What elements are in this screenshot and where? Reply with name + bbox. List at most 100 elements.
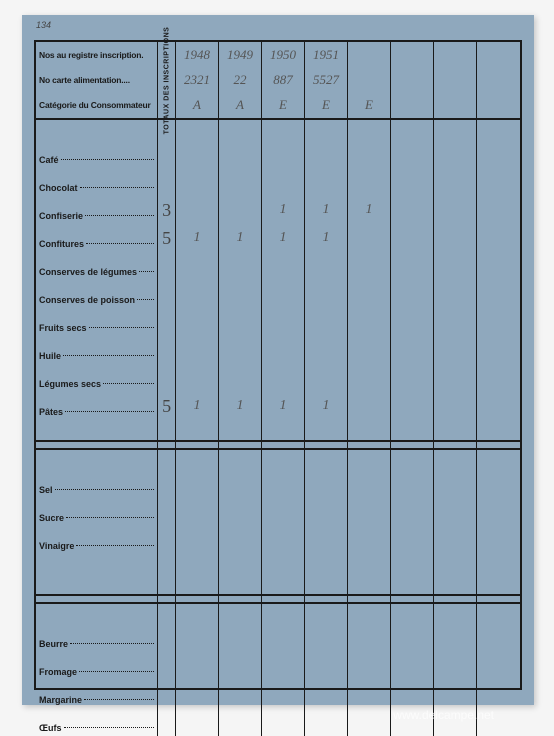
header-cell xyxy=(391,42,434,67)
data-cell xyxy=(262,364,305,392)
data-cell xyxy=(348,168,391,196)
data-cell xyxy=(391,168,434,196)
data-cell xyxy=(305,604,348,624)
data-cell xyxy=(262,652,305,680)
data-cell xyxy=(262,252,305,280)
data-cell xyxy=(348,252,391,280)
data-cell xyxy=(176,498,219,526)
total-cell xyxy=(158,252,176,280)
header-cell: 5527 xyxy=(305,67,348,92)
data-cell xyxy=(305,470,348,498)
total-cell xyxy=(158,308,176,336)
data-cell xyxy=(262,708,305,736)
data-cell xyxy=(262,624,305,652)
data-cell xyxy=(305,120,348,140)
data-cell xyxy=(391,652,434,680)
data-cell xyxy=(176,596,219,602)
data-cell xyxy=(477,252,520,280)
data-cell: 1 xyxy=(219,392,262,420)
product-row: Chocolat xyxy=(36,168,520,196)
data-cell xyxy=(176,252,219,280)
data-cell xyxy=(477,652,520,680)
header-cell: A xyxy=(176,93,219,118)
data-cell xyxy=(391,252,434,280)
data-cell xyxy=(434,224,477,252)
data-cell xyxy=(219,450,262,470)
data-cell xyxy=(262,120,305,140)
data-cell xyxy=(262,308,305,336)
header-block: Nos au registre inscription. No carte al… xyxy=(36,42,520,120)
total-cell xyxy=(158,624,176,652)
data-cell xyxy=(305,526,348,554)
data-cell xyxy=(477,498,520,526)
row-label: Œufs xyxy=(36,708,158,736)
header-cell: A xyxy=(219,93,262,118)
product-row: Margarine xyxy=(36,680,520,708)
data-cell xyxy=(434,442,477,448)
product-row: Conserves de légumes xyxy=(36,252,520,280)
data-cell xyxy=(434,336,477,364)
data-cell xyxy=(219,554,262,594)
data-cell xyxy=(176,604,219,624)
data-cell xyxy=(262,280,305,308)
header-cell: 887 xyxy=(262,67,305,92)
product-row: Sel xyxy=(36,470,520,498)
label-carte: No carte alimentation.... xyxy=(36,67,157,92)
data-cell xyxy=(434,364,477,392)
data-cell: 1 xyxy=(348,196,391,224)
data-cell xyxy=(305,280,348,308)
row-label: Café xyxy=(36,140,158,168)
product-row: Confiserie3111 xyxy=(36,196,520,224)
data-cell xyxy=(348,604,391,624)
data-cell xyxy=(262,140,305,168)
ration-card: 134 Nos au registre inscription. No cart… xyxy=(22,15,534,705)
product-row: Légumes secs xyxy=(36,364,520,392)
data-cell xyxy=(434,680,477,708)
data-cell xyxy=(219,526,262,554)
page-number: 134 xyxy=(36,20,51,30)
data-cell xyxy=(434,604,477,624)
data-cell xyxy=(348,652,391,680)
row-label: Sel xyxy=(36,470,158,498)
total-cell xyxy=(158,280,176,308)
totaux-column: TOTAUX DES INSCRIPTIONS xyxy=(158,42,176,118)
data-cell xyxy=(305,498,348,526)
header-cell xyxy=(477,67,520,92)
data-cell: 1 xyxy=(176,392,219,420)
data-cell: 1 xyxy=(305,224,348,252)
data-cell xyxy=(477,280,520,308)
data-cell xyxy=(391,442,434,448)
product-row: Sucre xyxy=(36,498,520,526)
data-cell xyxy=(176,336,219,364)
data-cell xyxy=(477,450,520,470)
data-cell xyxy=(391,140,434,168)
row-label: Fruits secs xyxy=(36,308,158,336)
data-cell xyxy=(219,442,262,448)
data-cells xyxy=(176,364,520,392)
row-label: Confiserie xyxy=(36,196,158,224)
data-cell xyxy=(391,526,434,554)
data-cell xyxy=(176,624,219,652)
label-categorie: Catégorie du Consommateur xyxy=(36,93,157,118)
data-cell xyxy=(305,442,348,448)
header-cell: 1949 xyxy=(219,42,262,67)
data-cell xyxy=(305,364,348,392)
data-cell: 1 xyxy=(176,224,219,252)
data-cell xyxy=(434,498,477,526)
data-cell xyxy=(176,450,219,470)
data-cell xyxy=(176,442,219,448)
divider-1 xyxy=(36,440,520,450)
product-row: Conserves de poisson xyxy=(36,280,520,308)
data-cells xyxy=(176,336,520,364)
row-label: Conserves de légumes xyxy=(36,252,158,280)
data-cell xyxy=(434,420,477,440)
total-cell xyxy=(158,470,176,498)
data-cell xyxy=(391,498,434,526)
header-cell xyxy=(477,42,520,67)
data-cell xyxy=(477,336,520,364)
data-cell xyxy=(434,470,477,498)
data-cell xyxy=(391,554,434,594)
data-cell xyxy=(348,526,391,554)
data-cell xyxy=(305,554,348,594)
data-cell: 1 xyxy=(219,224,262,252)
